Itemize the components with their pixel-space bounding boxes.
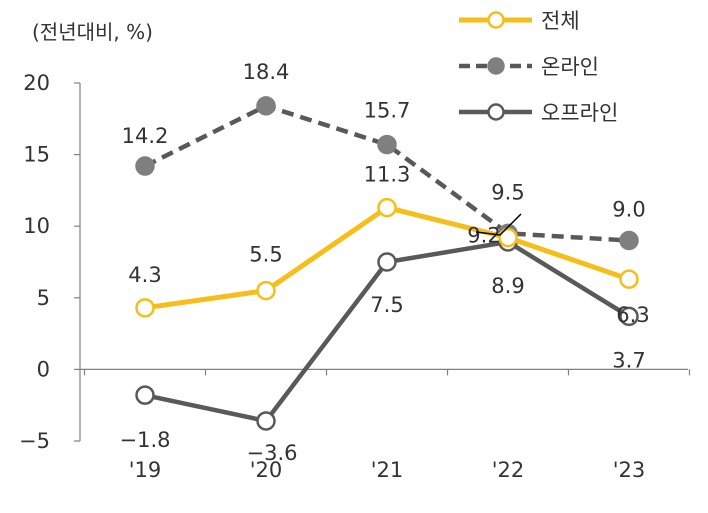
y-tick-label: −5 bbox=[19, 429, 50, 453]
legend-marker-total bbox=[487, 11, 505, 29]
data-label-online: 9.5 bbox=[491, 180, 524, 204]
legend-label-total: 전체 bbox=[541, 9, 580, 33]
legend-marker-offline bbox=[487, 103, 505, 121]
x-tick-label: '21 bbox=[371, 458, 404, 482]
x-tick-label: '22 bbox=[492, 458, 525, 482]
x-tick-label: '23 bbox=[613, 458, 646, 482]
data-labels: 4.3 5.5 11.3 9.2 6.3 14.2 18.4 15.7 9.5 9.0 −1.8 −3… bbox=[120, 60, 650, 465]
data-point-total bbox=[377, 197, 397, 218]
data-point-offline bbox=[256, 411, 276, 431]
data-label-total: 4.3 bbox=[128, 263, 161, 287]
data-point-offline bbox=[377, 252, 397, 272]
data-point-offline bbox=[619, 306, 639, 327]
data-point-online bbox=[619, 230, 639, 251]
data-label-total: 11.3 bbox=[364, 163, 411, 187]
data-label-offline: −1.8 bbox=[120, 428, 171, 452]
y-tick-label: 10 bbox=[23, 214, 50, 238]
data-label-offline: 8.9 bbox=[491, 274, 524, 298]
x-axis: '19 '20 '21 '22 '23 bbox=[80, 368, 691, 482]
data-point-online bbox=[377, 134, 397, 155]
unit-label: (전년대비, %) bbox=[32, 20, 153, 44]
legend-label-online: 온라인 bbox=[541, 55, 599, 79]
data-label-total: 5.5 bbox=[249, 243, 282, 267]
legend-marker-online bbox=[487, 57, 505, 75]
legend-label-offline: 오프라인 bbox=[541, 101, 618, 125]
data-label-offline: −3.6 bbox=[247, 441, 298, 465]
data-point-total bbox=[135, 298, 155, 318]
data-label-online: 14.2 bbox=[122, 124, 169, 148]
x-tick-label: '20 bbox=[250, 458, 283, 482]
data-label-online: 9.0 bbox=[612, 198, 645, 222]
y-tick-label: 0 bbox=[37, 357, 50, 381]
y-tick-label: 5 bbox=[37, 286, 50, 310]
data-point-online bbox=[256, 96, 276, 116]
series-layer bbox=[135, 96, 639, 431]
data-point-online bbox=[135, 156, 155, 176]
y-tick-label: 15 bbox=[23, 143, 50, 167]
data-point-total bbox=[619, 269, 639, 289]
y-axis: −5 0 5 10 15 20 bbox=[19, 71, 81, 453]
data-label-offline: 3.7 bbox=[612, 348, 645, 372]
data-label-online: 18.4 bbox=[243, 60, 290, 84]
x-tick-label: '19 bbox=[129, 458, 162, 482]
y-tick-label: 20 bbox=[23, 71, 50, 95]
data-point-offline bbox=[135, 385, 155, 405]
data-label-online: 15.7 bbox=[364, 99, 411, 123]
data-label-total: 9.2 bbox=[467, 224, 500, 248]
data-label-total: 6.3 bbox=[616, 303, 649, 327]
data-point-total bbox=[256, 280, 276, 301]
data-label-offline: 7.5 bbox=[370, 293, 403, 317]
data-point-total bbox=[498, 227, 518, 248]
leader-line bbox=[475, 213, 522, 236]
